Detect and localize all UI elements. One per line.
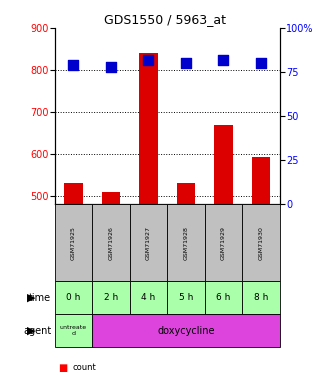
Text: 4 h: 4 h xyxy=(141,293,156,302)
Text: 6 h: 6 h xyxy=(216,293,231,302)
Text: GSM71927: GSM71927 xyxy=(146,226,151,260)
Text: 2 h: 2 h xyxy=(104,293,118,302)
Bar xyxy=(176,183,195,204)
Text: GSM71926: GSM71926 xyxy=(108,226,114,260)
Text: ■: ■ xyxy=(58,363,67,373)
Text: time: time xyxy=(29,293,51,303)
Text: 0 h: 0 h xyxy=(66,293,80,302)
Point xyxy=(71,62,76,68)
Text: 8 h: 8 h xyxy=(254,293,268,302)
Point xyxy=(183,60,189,66)
Text: ▶: ▶ xyxy=(26,326,35,336)
Text: untreate
d: untreate d xyxy=(60,326,87,336)
Text: count: count xyxy=(73,363,97,372)
Text: GSM71930: GSM71930 xyxy=(259,226,263,260)
Point xyxy=(221,57,226,63)
Text: GSM71928: GSM71928 xyxy=(183,226,188,260)
Point xyxy=(146,57,151,63)
Bar xyxy=(214,124,233,204)
Text: ▶: ▶ xyxy=(26,293,35,303)
Text: GSM71925: GSM71925 xyxy=(71,226,76,260)
Text: GSM71929: GSM71929 xyxy=(221,226,226,260)
Text: doxycycline: doxycycline xyxy=(157,326,215,336)
Point xyxy=(258,60,263,66)
Point xyxy=(108,64,114,70)
Bar xyxy=(139,53,158,204)
Bar xyxy=(252,157,270,204)
Bar xyxy=(102,192,120,204)
Text: 5 h: 5 h xyxy=(179,293,193,302)
Text: GDS1550 / 5963_at: GDS1550 / 5963_at xyxy=(105,13,226,26)
Bar xyxy=(64,183,83,204)
Text: agent: agent xyxy=(23,326,51,336)
